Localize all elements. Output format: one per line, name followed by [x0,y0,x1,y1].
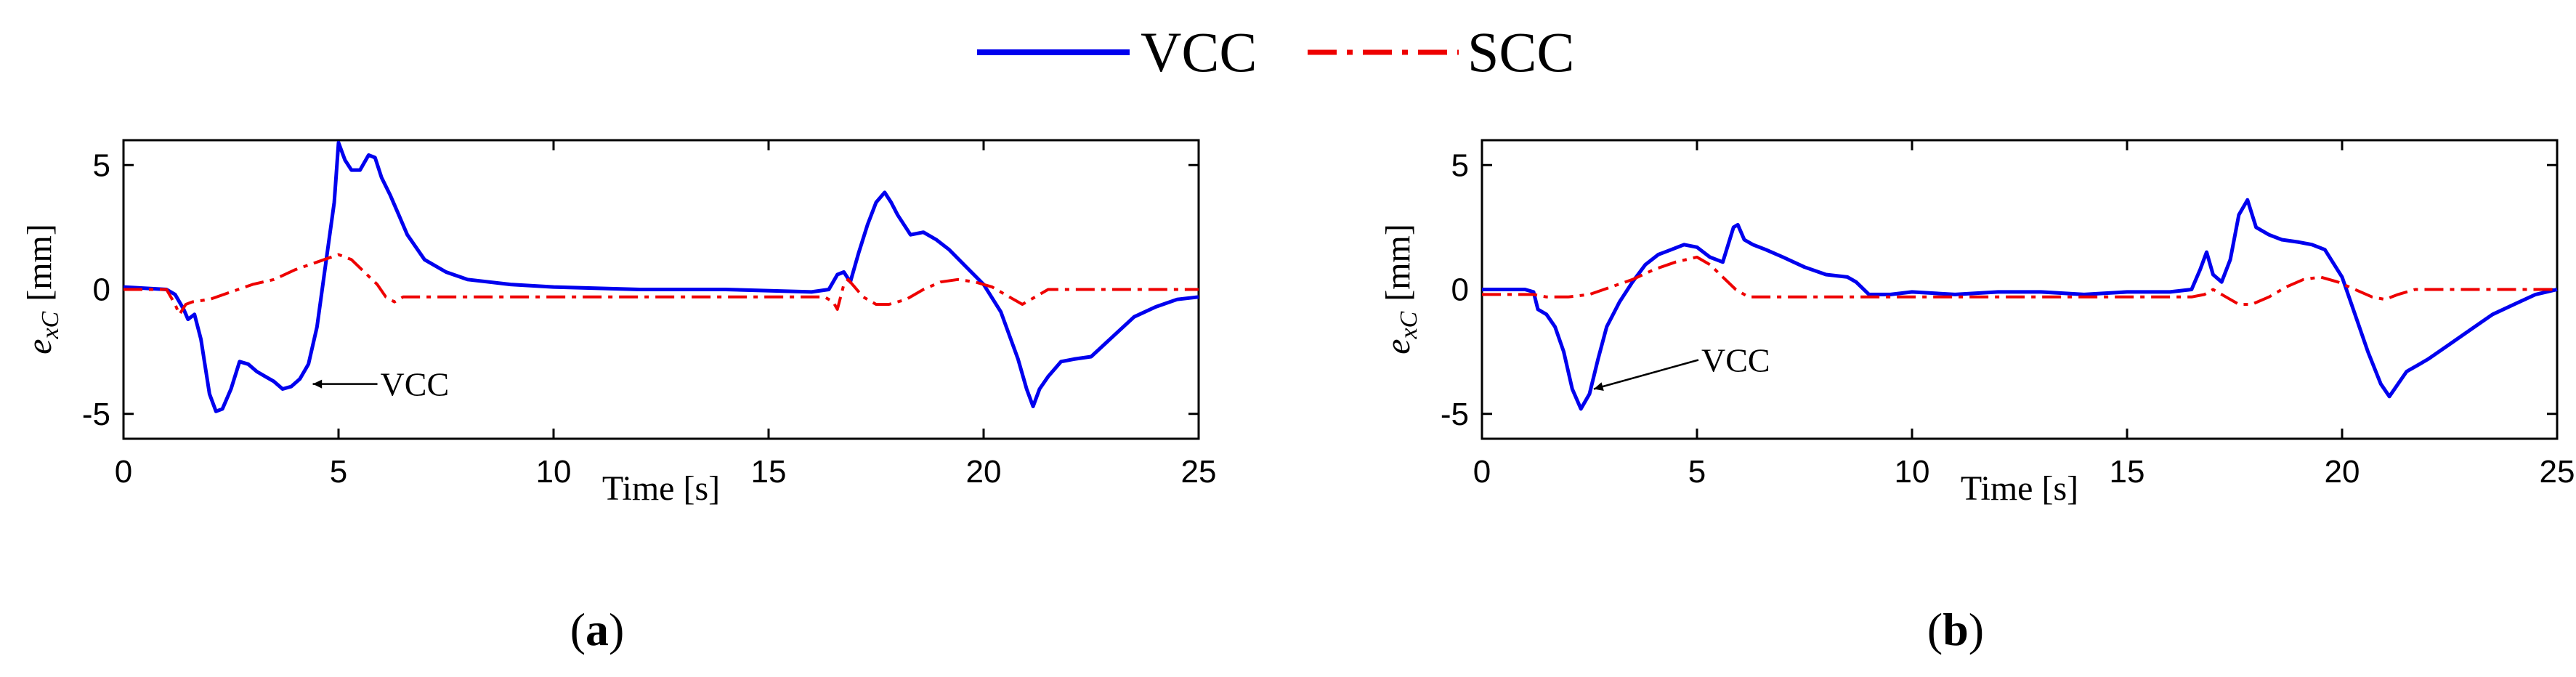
panel-b-xtick-label: 10 [1895,454,1930,490]
panel-b-ytick-label: 5 [1451,147,1469,183]
panel-a-caption-open: ( [570,604,586,655]
panel-a-ylabel: exC [mm] [20,224,64,354]
panel-a-caption-letter: a [586,604,609,655]
panel-a-series-vcc [123,140,1199,413]
panel-a-ylabel-sub: xC [37,311,64,339]
panel-b-ytick-label: -5 [1441,397,1469,432]
panel-a-annotation-arrowhead [312,379,323,389]
panel-a-ylabel-unit: [mm] [20,224,59,301]
legend-label-vcc: VCC [1141,20,1257,84]
panel-a-ticks: 0 5 10 15 20 25-505 [82,140,1217,490]
panel-b-caption-open: ( [1927,604,1943,655]
legend: VCC SCC [977,20,1574,84]
panel-b-ylabel-sub: xC [1396,311,1422,339]
panel-b-caption-letter: b [1943,604,1969,655]
panel-b-annotation-label: VCC [1701,342,1770,379]
panel-b-series-scc [1482,256,2557,306]
panel-b-xlabel: Time [s] [1961,469,2078,508]
panel-b-xtick-label: 5 [1688,454,1706,490]
panel-a-ytick-label: 5 [93,147,110,183]
panel-b-ylabel-base: e [1379,339,1417,354]
panel-b-annotation-arrowhead [1594,382,1604,391]
panel-a: 0 5 10 15 20 25-505 VCC Time [s] exC[mm] (a) [20,139,1217,655]
panel-a-xtick-label: 15 [751,454,787,490]
panel-b-ylabel-unit: [mm] [1379,224,1417,301]
panel-b-ylabel: exC [mm] [1379,224,1422,354]
panel-b-series [1482,198,2558,411]
panel-a-annotation: VCC [312,366,450,403]
panel-b-xtick-label: 20 [2325,454,2360,490]
panel-b-series-vcc [1482,198,2558,411]
panel-a-annotation-label: VCC [381,366,450,403]
panel-a-series [123,140,1199,413]
panel-b-caption: (b) [1927,604,1984,655]
panel-b-ytick-label: 0 [1451,272,1469,308]
panel-b-xtick-label: 15 [2110,454,2145,490]
panel-b: 0 5 10 15 20 25-505 VCC Time [s] exC[mm] (b) [1379,139,2575,655]
panel-a-xtick-label: 20 [966,454,1002,490]
panel-b-xtick-label: 25 [2540,454,2575,490]
panel-b-xtick-label: 0 [1473,454,1491,490]
panel-a-ylabel-base: e [20,339,59,354]
panel-a-xtick-label: 25 [1181,454,1217,490]
panel-a-xlabel: Time [s] [602,469,720,508]
legend-label-scc: SCC [1467,20,1574,84]
panel-a-ytick-label: -5 [82,397,110,432]
panel-a-caption-close: ) [609,604,624,655]
panel-b-axes-frame [1481,139,2559,440]
panel-a-ytick-label: 0 [93,272,110,308]
panel-b-ticks: 0 5 10 15 20 25-505 [1441,140,2575,490]
panel-a-xtick-label: 0 [115,454,132,490]
panel-a-xtick-label: 5 [330,454,347,490]
panel-a-caption: (a) [570,604,625,655]
panel-a-xtick-label: 10 [536,454,572,490]
panel-b-caption-close: ) [1969,604,1984,655]
panel-b-annotation: VCC [1593,342,1770,391]
panel-b-annotation-arrow [1593,359,1699,390]
panel-a-series-scc [123,253,1199,316]
